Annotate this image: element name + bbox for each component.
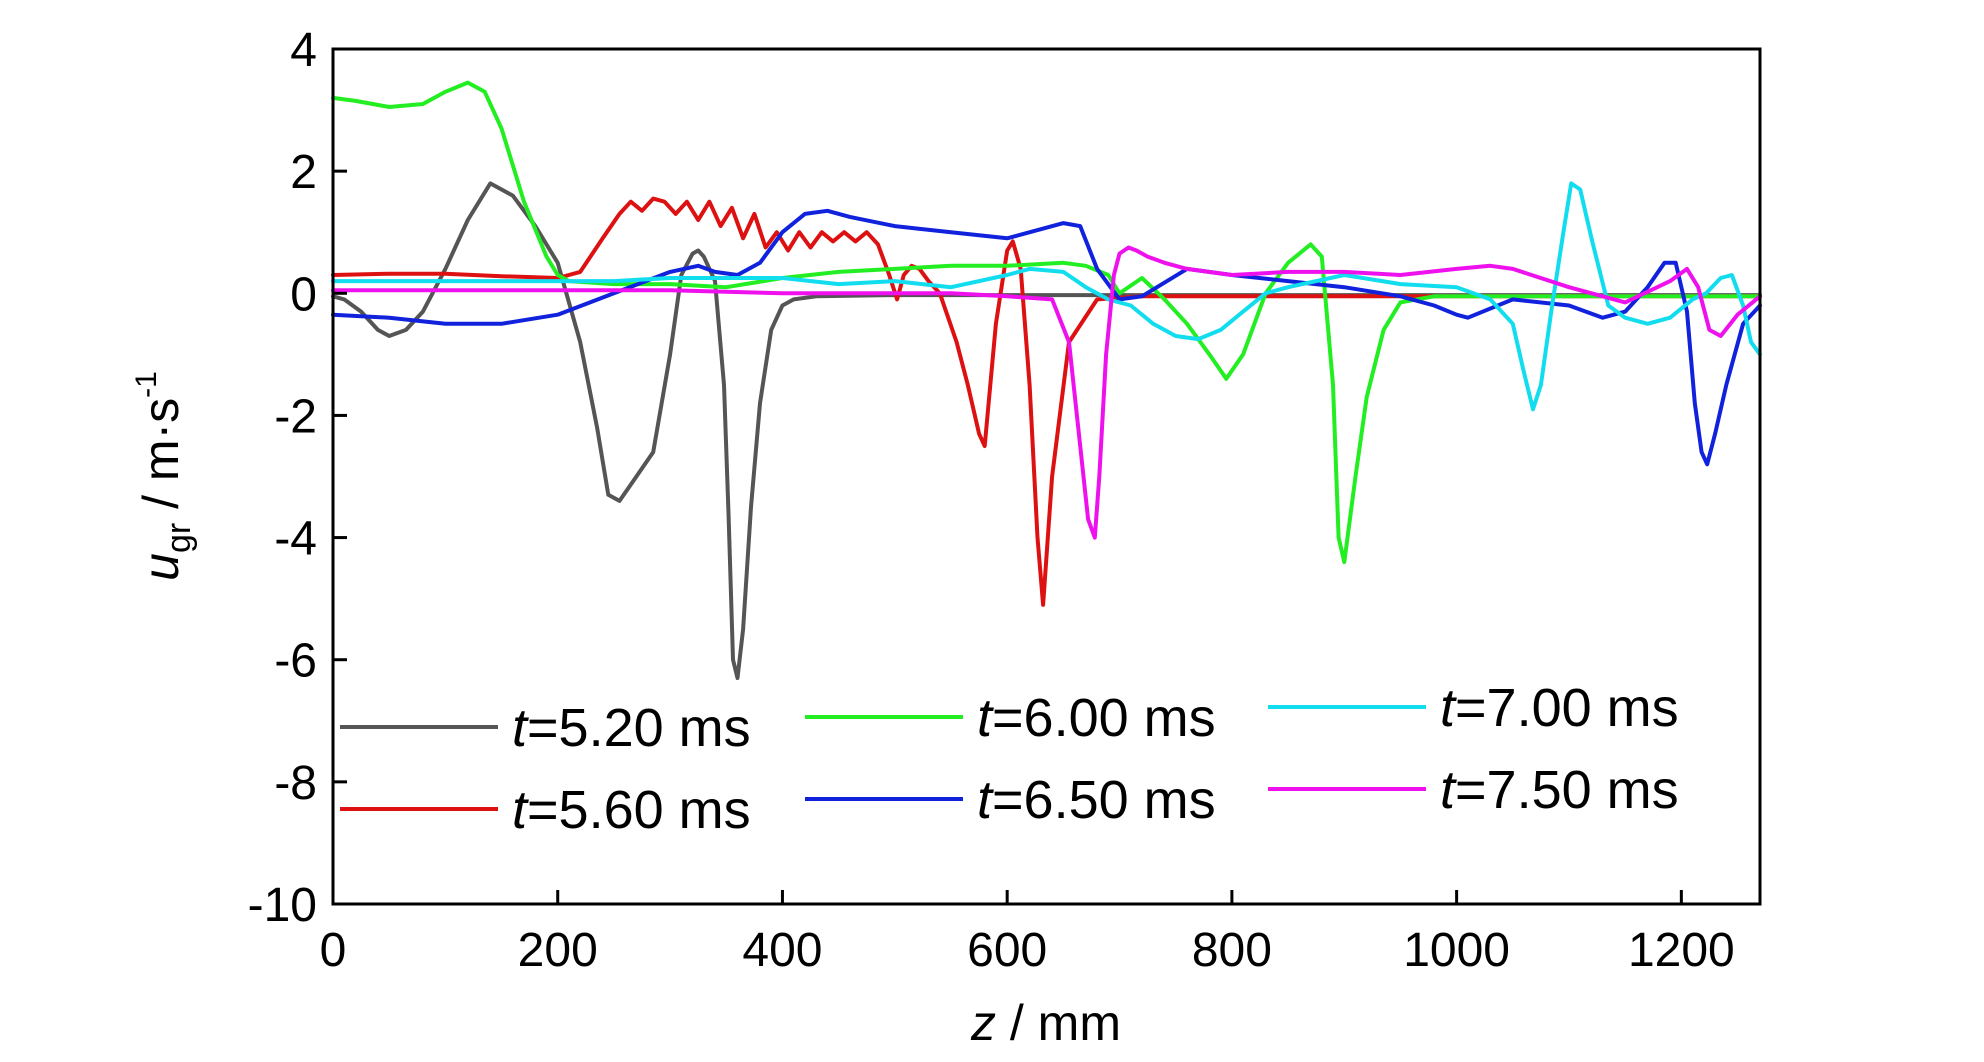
x-tick-label: 1000 bbox=[1403, 924, 1510, 977]
x-tick-label: 800 bbox=[1192, 924, 1272, 977]
legend-label-2: t=5.60 ms bbox=[512, 780, 751, 840]
series-line-4 bbox=[331, 208, 1762, 467]
series-line-5 bbox=[331, 181, 1762, 412]
x-tick-label: 600 bbox=[967, 924, 1047, 977]
y-tick-label: 0 bbox=[290, 268, 317, 321]
x-tick-label: 200 bbox=[518, 924, 598, 977]
y-tick-label: -10 bbox=[248, 879, 317, 932]
legend-label-5: t=7.00 ms bbox=[1440, 678, 1679, 738]
x-tick-label: 0 bbox=[320, 924, 347, 977]
y-tick-label: 4 bbox=[290, 24, 317, 77]
legend-label-3: t=6.00 ms bbox=[977, 688, 1216, 748]
plot-area-frame bbox=[331, 47, 1762, 906]
legend-label-1: t=5.20 ms bbox=[512, 698, 751, 758]
series-line-6 bbox=[331, 245, 1762, 540]
y-tick-label: -2 bbox=[274, 390, 317, 443]
legend-label-6: t=7.50 ms bbox=[1440, 760, 1679, 820]
y-tick-label: -6 bbox=[274, 635, 317, 688]
x-tick-label: 400 bbox=[742, 924, 822, 977]
y-axis: 4 2 0 -2 -4 -6 -8 -10 bbox=[248, 24, 347, 932]
legend: t=5.20 ms t=5.60 ms t=6.00 ms t=6.50 ms t=7.… bbox=[340, 678, 1679, 840]
y-tick-label: -8 bbox=[274, 757, 317, 810]
y-axis-title: ugr / m·s-1 bbox=[130, 371, 198, 581]
x-axis: 0 200 400 600 800 1000 1200 bbox=[320, 890, 1735, 977]
series-layer bbox=[331, 80, 1762, 680]
y-tick-label: -4 bbox=[274, 513, 317, 566]
series-line-2 bbox=[331, 196, 1762, 607]
x-axis-title: z / mm bbox=[970, 995, 1121, 1051]
legend-label-4: t=6.50 ms bbox=[977, 770, 1216, 830]
x-tick-label: 1200 bbox=[1628, 924, 1735, 977]
series-line-3 bbox=[331, 80, 1762, 564]
y-tick-label: 2 bbox=[290, 146, 317, 199]
